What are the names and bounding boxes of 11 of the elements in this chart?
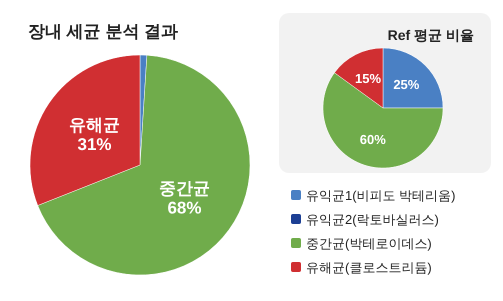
data-label: 15% (355, 71, 382, 86)
data-label: 60% (360, 132, 386, 147)
legend-label: 유익균1(비피도 박테리움) (306, 188, 456, 203)
legend-label: 유해균(클로스트리듐) (306, 260, 432, 275)
chart-title: 장내 세균 분석 결과 (28, 22, 178, 41)
data-label: 25% (393, 77, 420, 92)
legend-label: 유익균2(락토바실러스) (306, 212, 439, 227)
legend-label: 중간균(박테로이데스) (306, 236, 432, 251)
data-label: 유해균 31% (69, 116, 120, 154)
data-label: 중간균 68% (158, 178, 210, 218)
chart-title: Ref 평균 비율 (388, 27, 474, 43)
